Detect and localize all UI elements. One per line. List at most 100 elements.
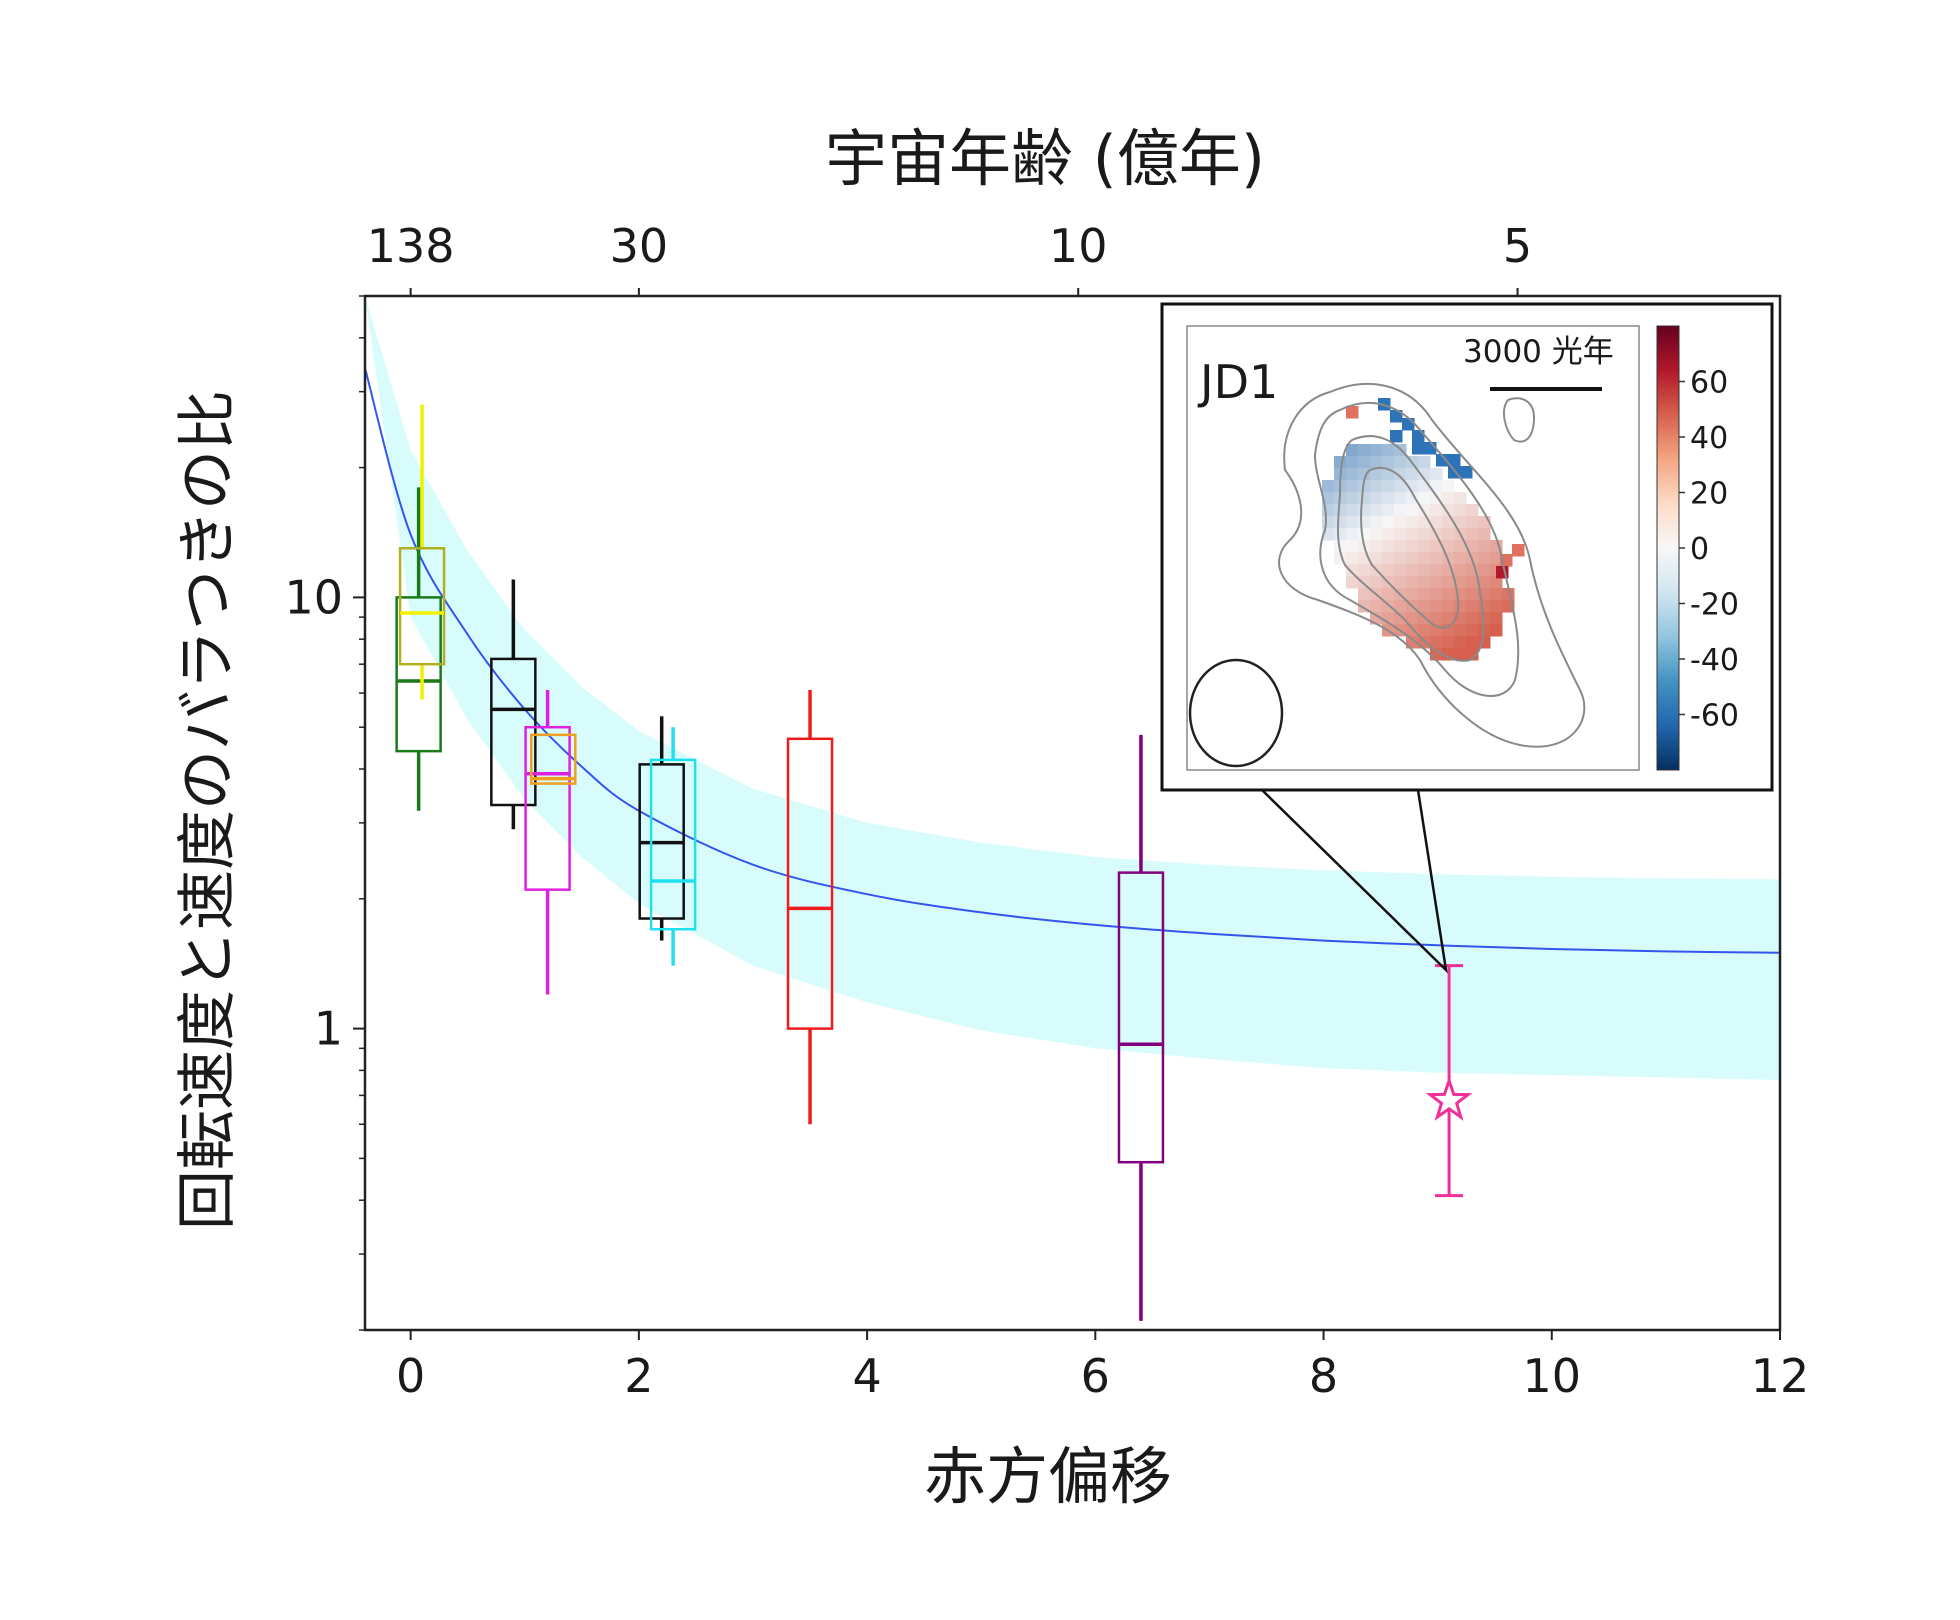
box-body xyxy=(395,596,442,753)
box-body xyxy=(786,737,834,1030)
model-curve-layer xyxy=(365,367,1780,954)
velocity-pixel xyxy=(1394,612,1407,625)
velocity-pixel xyxy=(1430,480,1443,493)
velocity-pixel xyxy=(1346,468,1359,481)
velocity-pixel xyxy=(1406,612,1419,625)
velocity-pixel xyxy=(1370,552,1383,565)
plot-frame xyxy=(363,294,1782,1332)
top-tick-label: 10 xyxy=(1049,219,1108,273)
velocity-pixel xyxy=(1430,504,1443,517)
velocity-pixel xyxy=(1454,492,1467,505)
velocity-pixel xyxy=(1394,456,1407,469)
box-body xyxy=(490,657,537,807)
velocity-pixel xyxy=(1370,456,1383,469)
box-group xyxy=(524,689,571,995)
velocity-pixel xyxy=(1390,430,1403,443)
velocity-pixel xyxy=(1334,528,1347,541)
velocity-pixel xyxy=(1430,576,1443,589)
colorbar-tick-label: 20 xyxy=(1690,477,1728,512)
velocity-pixel xyxy=(1334,504,1347,517)
velocity-pixel xyxy=(1382,480,1395,493)
velocity-pixel xyxy=(1418,624,1431,637)
velocity-contours xyxy=(1278,382,1586,748)
top-tick-label: 138 xyxy=(367,219,455,273)
velocity-pixel xyxy=(1442,576,1455,589)
velocity-pixel xyxy=(1466,648,1479,661)
velocity-pixel xyxy=(1418,588,1431,601)
x-tick-label: 8 xyxy=(1309,1349,1338,1403)
box-body xyxy=(530,733,577,785)
velocity-pixel xyxy=(1406,468,1419,481)
velocity-pixel xyxy=(1382,444,1395,457)
velocity-pixel xyxy=(1466,516,1479,529)
velocity-pixel xyxy=(1454,576,1467,589)
colorbar-tick-label: -40 xyxy=(1690,643,1739,678)
velocity-pixel xyxy=(1358,528,1371,541)
velocity-pixel xyxy=(1466,528,1479,541)
velocity-pixel xyxy=(1346,444,1359,457)
velocity-pixel xyxy=(1358,456,1371,469)
velocity-pixel xyxy=(1370,468,1383,481)
velocity-pixel xyxy=(1436,454,1449,467)
velocity-pixel xyxy=(1406,552,1419,565)
model-band xyxy=(365,296,1780,1080)
velocity-pixel xyxy=(1334,456,1347,469)
velocity-pixel xyxy=(1390,410,1403,423)
y-axis-title: 回転速度と速度のバラつきの比 xyxy=(173,390,243,1230)
velocity-pixel xyxy=(1442,528,1455,541)
velocity-pixel xyxy=(1418,552,1431,565)
velocity-pixel xyxy=(1406,588,1419,601)
box-group xyxy=(395,487,442,811)
velocity-pixel xyxy=(1394,600,1407,613)
velocity-pixel xyxy=(1394,528,1407,541)
x-tick-label: 10 xyxy=(1523,1349,1582,1403)
velocity-pixel xyxy=(1346,552,1359,565)
velocity-pixel xyxy=(1442,540,1455,553)
velocity-pixel xyxy=(1370,600,1383,613)
velocity-pixel xyxy=(1454,516,1467,529)
velocity-pixel xyxy=(1382,552,1395,565)
velocity-pixel xyxy=(1478,528,1491,541)
velocity-pixel xyxy=(1358,576,1371,589)
colorbar-tick-label: -20 xyxy=(1690,588,1739,623)
velocity-pixel xyxy=(1478,612,1491,625)
beam-ellipse xyxy=(1188,658,1284,768)
velocity-pixel xyxy=(1430,636,1443,649)
colorbar-tick-label: 0 xyxy=(1690,532,1709,567)
velocity-pixel xyxy=(1430,516,1443,529)
velocity-pixel xyxy=(1478,564,1491,577)
velocity-pixel xyxy=(1418,468,1431,481)
velocity-pixel xyxy=(1358,564,1371,577)
velocity-pixel xyxy=(1418,600,1431,613)
velocity-pixel xyxy=(1346,504,1359,517)
box-body xyxy=(524,725,571,891)
velocity-pixel xyxy=(1406,576,1419,589)
velocity-pixel xyxy=(1406,504,1419,517)
x-axis-title: 赤方偏移 xyxy=(924,1440,1172,1513)
velocity-pixel xyxy=(1430,600,1443,613)
velocity-pixel xyxy=(1346,516,1359,529)
box-layer xyxy=(395,404,1165,1321)
inset-callout: JD1 3000 光年 60 40 20 0 -20 -40 -60 xyxy=(1160,302,1774,974)
velocity-pixel xyxy=(1418,528,1431,541)
velocity-pixel xyxy=(1406,528,1419,541)
velocity-pixel xyxy=(1490,600,1503,613)
velocity-pixel xyxy=(1358,588,1371,601)
velocity-pixel xyxy=(1466,636,1479,649)
velocity-pixel xyxy=(1402,418,1415,431)
y-tick-label: 10 xyxy=(284,570,343,624)
x-tick-label: 6 xyxy=(1081,1349,1110,1403)
velocity-pixel xyxy=(1406,540,1419,553)
velocity-pixel xyxy=(1466,588,1479,601)
x-tick-label: 2 xyxy=(624,1349,653,1403)
box-body xyxy=(398,547,446,666)
velocity-pixel xyxy=(1442,636,1455,649)
velocity-pixel xyxy=(1322,480,1335,493)
velocity-pixel xyxy=(1454,540,1467,553)
box-group xyxy=(530,733,577,785)
velocity-pixel xyxy=(1418,540,1431,553)
colorbar-tick-label: -60 xyxy=(1690,699,1739,734)
colorbar-ticks: 60 40 20 0 -20 -40 -60 xyxy=(1679,366,1739,734)
velocity-pixel xyxy=(1370,504,1383,517)
